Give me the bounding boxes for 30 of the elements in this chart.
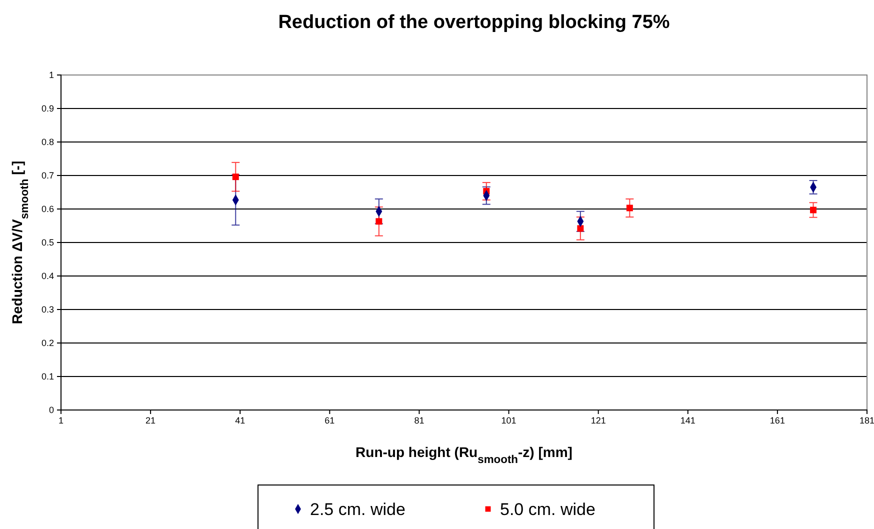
- y-tick-label: 0.2: [41, 338, 54, 348]
- y-tick-label: 1: [48, 70, 54, 80]
- point: [232, 174, 239, 180]
- y-tick-label: 0.1: [41, 371, 54, 382]
- x-tick-label: 161: [770, 415, 785, 426]
- x-axis-title: Run-up height (Ru$_{smooth}$-z) [mm]: [356, 444, 572, 466]
- y-tick-label: 0.9: [41, 103, 54, 114]
- x-tick-label: 141: [680, 415, 696, 426]
- point: [376, 218, 382, 225]
- x-tick-label: 61: [324, 415, 335, 426]
- x-tick-label: 121: [590, 415, 606, 426]
- y-tick-label: 0.6: [41, 204, 54, 214]
- x-tick-label: 21: [146, 415, 156, 426]
- point: [626, 204, 633, 212]
- x-tick-label: 181: [859, 415, 874, 426]
- x-tick-label: 1: [58, 415, 64, 426]
- y-tick-label: 0.7: [41, 170, 54, 180]
- y-tick-label: 0: [48, 404, 54, 415]
- legend-label: 2.5 cm. wide: [310, 500, 406, 519]
- x-tick-label: 41: [235, 415, 246, 426]
- x-tick-label: 81: [414, 415, 424, 426]
- chart-title: Reduction of the overtopping blocking 75%: [278, 12, 670, 33]
- point: [577, 225, 584, 232]
- point: [810, 206, 817, 214]
- y-tick-label: 0.3: [41, 304, 54, 314]
- legend-label: 5.0 cm. wide: [500, 500, 596, 519]
- y-tick-label: 0.8: [41, 136, 54, 147]
- x-tick-label: 101: [501, 415, 516, 426]
- y-tick-label: 0.5: [41, 237, 54, 248]
- y-tick-label: 0.4: [41, 270, 54, 281]
